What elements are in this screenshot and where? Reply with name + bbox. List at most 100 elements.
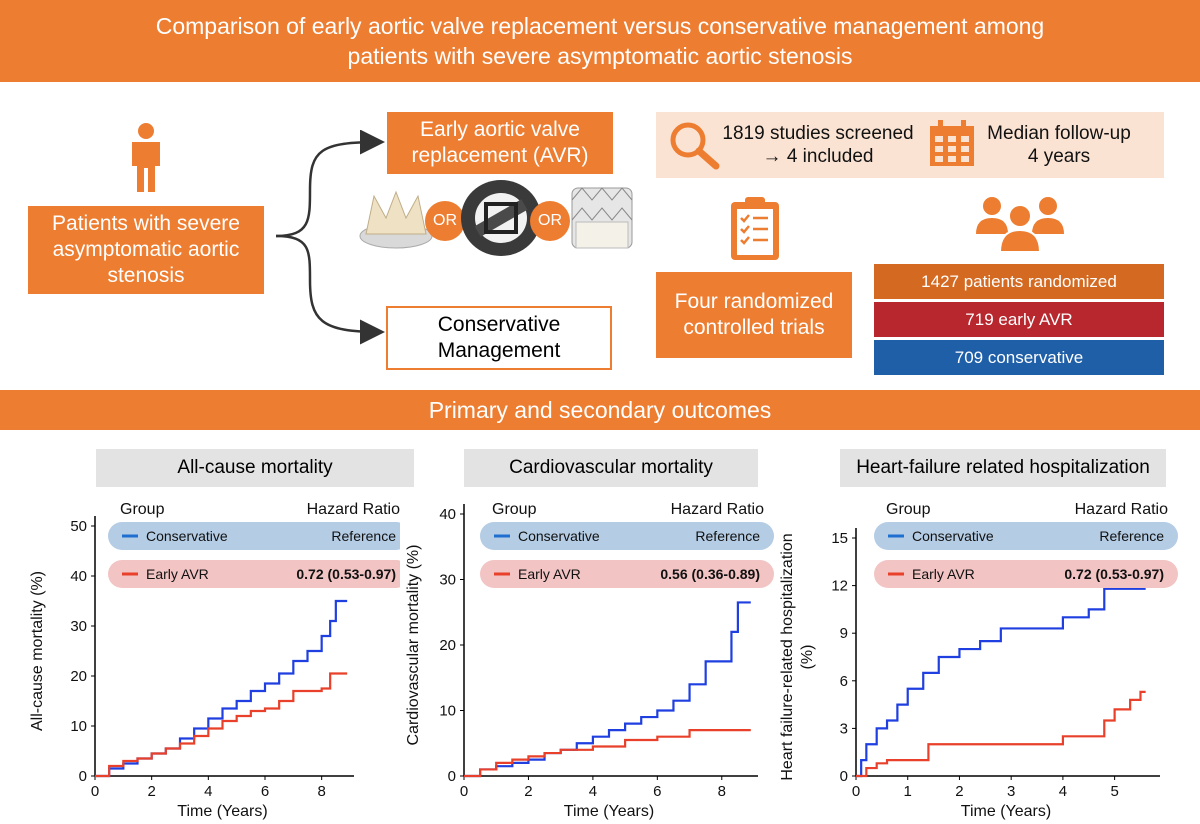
legend-series-name: Conservative	[146, 528, 228, 544]
legend-row-bg	[874, 560, 1178, 588]
transcatheter-valve-image	[571, 187, 633, 249]
legend-hr-header: Hazard Ratio	[671, 501, 764, 518]
x-tick-label: 8	[317, 783, 325, 800]
y-tick-label: 10	[70, 718, 87, 735]
series-line-conservative	[464, 601, 751, 778]
y-tick-label: 30	[70, 618, 87, 635]
legend-hr-header: Hazard Ratio	[307, 501, 400, 518]
person-icon	[132, 123, 160, 192]
x-tick-label: 0	[460, 783, 468, 800]
population-box: Patients with severe asymptomatic aortic…	[28, 206, 264, 294]
clipboard-checklist-icon	[731, 197, 779, 260]
legend-row-bg	[108, 560, 400, 588]
legend-hr-header: Hazard Ratio	[1075, 501, 1168, 518]
legend-series-name: Conservative	[912, 528, 994, 544]
y-axis-label-unit: (%)	[799, 645, 816, 670]
chart-title-cardiovascular: Cardiovascular mortality	[464, 449, 758, 487]
legend-hazard-ratio: 0.72 (0.53-0.97)	[1064, 566, 1164, 582]
branch-arrows	[275, 130, 385, 345]
population-label: Patients with severe asymptomatic aortic…	[52, 212, 240, 287]
y-tick-label: 40	[439, 506, 456, 523]
series-line-early-avr	[464, 729, 751, 778]
x-tick-label: 3	[1007, 783, 1015, 800]
screening-panel	[656, 112, 1164, 178]
calendar-icon	[930, 120, 974, 166]
y-tick-label: 20	[70, 668, 87, 685]
legend-group-header: Group	[886, 501, 931, 518]
randomized-early-bar: 719 early AVR	[874, 302, 1164, 337]
y-tick-label: 0	[448, 768, 456, 785]
x-tick-label: 5	[1110, 783, 1118, 800]
y-tick-label: 20	[439, 637, 456, 654]
conservative-box: Conservative Management	[386, 306, 612, 370]
x-tick-label: 0	[852, 783, 860, 800]
y-tick-label: 9	[840, 625, 848, 642]
legend-hazard-ratio: Reference	[331, 528, 396, 544]
y-tick-label: 3	[840, 720, 848, 737]
legend-group-header: Group	[492, 501, 537, 518]
randomized-conservative-bar: 709 conservative	[874, 340, 1164, 375]
legend-series-name: Early AVR	[912, 566, 975, 582]
mechanical-valve-image	[461, 180, 541, 256]
y-tick-label: 0	[79, 768, 87, 785]
x-tick-label: 1	[904, 783, 912, 800]
x-tick-label: 2	[955, 783, 963, 800]
or-badge: OR	[425, 201, 465, 241]
legend-series-name: Early AVR	[518, 566, 581, 582]
y-tick-label: 40	[70, 568, 87, 585]
legend-row-bg	[480, 522, 774, 550]
x-axis-label: Time (Years)	[961, 803, 1051, 820]
randomized-total-bar: 1427 patients randomized	[874, 264, 1164, 299]
legend-row-bg	[480, 560, 774, 588]
early-avr-label: Early aortic valve replacement (AVR)	[411, 118, 589, 167]
legend-hazard-ratio: Reference	[1099, 528, 1164, 544]
title-banner: Comparison of early aortic valve replace…	[0, 0, 1200, 82]
arrow-icon	[275, 234, 385, 345]
series-line-early-avr	[95, 672, 348, 778]
conservative-label: Conservative Management	[437, 313, 561, 362]
studies-screened: 1819 studies screened → 4 included	[722, 123, 914, 167]
y-tick-label: 12	[831, 578, 848, 595]
outcomes-banner: Primary and secondary outcomes	[0, 390, 1200, 430]
legend-row-bg	[874, 522, 1178, 550]
trials-box: Four randomized controlled trials	[656, 272, 852, 358]
legend-hazard-ratio: Reference	[695, 528, 760, 544]
or-badge: OR	[530, 201, 570, 241]
x-tick-label: 2	[524, 783, 532, 800]
magnifier-icon	[670, 122, 720, 170]
y-tick-label: 50	[70, 518, 87, 535]
chart-title-all-cause: All-cause mortality	[96, 449, 414, 487]
cardiovascular-mortality-chart: 0 2 4 6 8 0 10 20 30 40 Time (Years) Cardiovascular…	[405, 501, 774, 820]
legend-series-name: Early AVR	[146, 566, 209, 582]
x-tick-label: 2	[147, 783, 155, 800]
legend-hazard-ratio: 0.56 (0.36-0.89)	[660, 566, 760, 582]
y-axis-label: All-cause mortality (%)	[29, 571, 46, 731]
series-line-conservative	[95, 599, 348, 778]
y-axis-label: Heart failure-related hospitalization	[780, 533, 796, 780]
series-line-early-avr	[856, 690, 1146, 778]
x-tick-label: 4	[204, 783, 212, 800]
x-tick-label: 4	[589, 783, 597, 800]
y-tick-label: 0	[840, 768, 848, 785]
y-tick-label: 30	[439, 572, 456, 589]
legend-group-header: Group	[120, 501, 165, 518]
surgical-bioprosthetic-valve-image	[359, 190, 433, 249]
group-people-icon	[976, 197, 1064, 252]
y-axis-label: Cardiovascular mortality (%)	[405, 545, 422, 746]
x-tick-label: 0	[91, 783, 99, 800]
y-tick-label: 15	[831, 530, 848, 547]
legend-row-bg	[108, 522, 400, 550]
legend-series-name: Conservative	[518, 528, 600, 544]
y-tick-label: 10	[439, 703, 456, 720]
median-followup: Median follow-up 4 years	[987, 123, 1131, 167]
x-tick-label: 6	[653, 783, 661, 800]
chart-title-heart-failure: Heart-failure related hospitalization	[840, 449, 1166, 487]
trials-label: Four randomized controlled trials	[674, 290, 834, 339]
y-tick-label: 6	[840, 673, 848, 690]
x-tick-label: 6	[261, 783, 269, 800]
early-avr-box: Early aortic valve replacement (AVR)	[387, 112, 613, 174]
x-axis-label: Time (Years)	[177, 803, 267, 820]
legend-hazard-ratio: 0.72 (0.53-0.97)	[296, 566, 396, 582]
x-axis-label: Time (Years)	[564, 803, 654, 820]
page-title: Comparison of early aortic valve replace…	[155, 13, 1045, 69]
